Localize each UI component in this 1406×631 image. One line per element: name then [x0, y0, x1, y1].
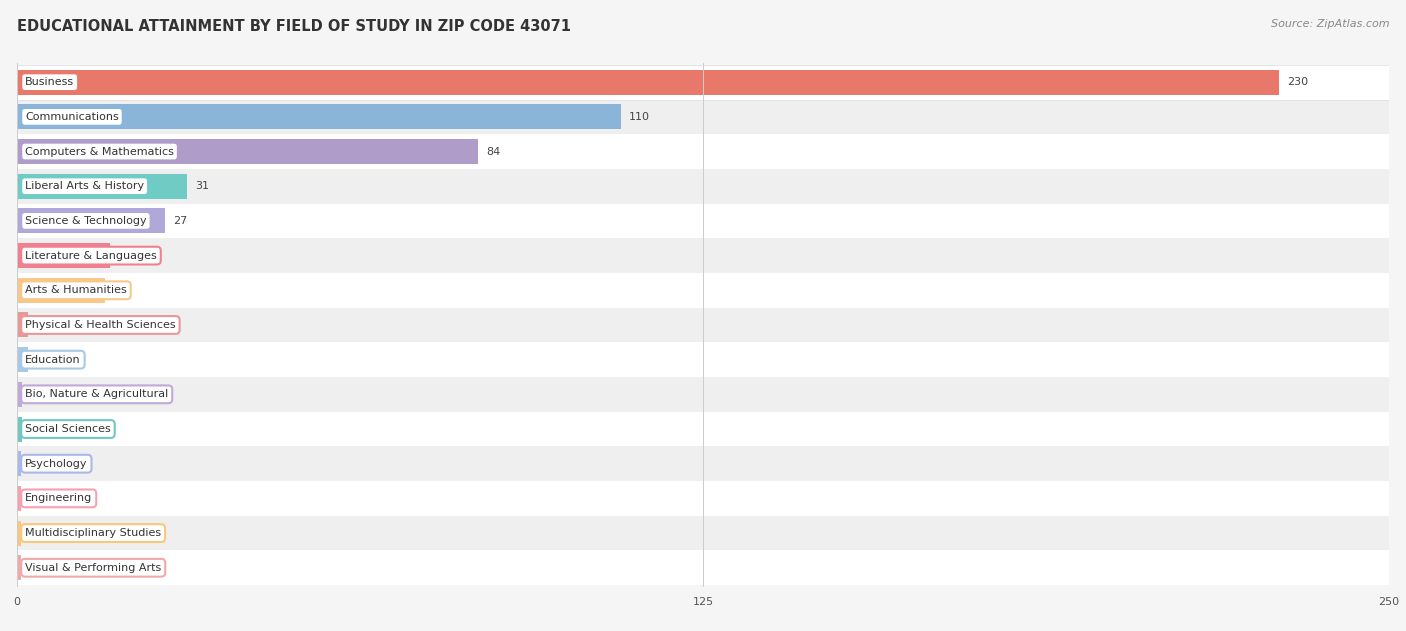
Bar [17, 139, 478, 164]
Bar [17, 208, 165, 233]
Text: 1: 1 [31, 424, 38, 434]
Text: 17: 17 [118, 251, 132, 261]
Text: 0: 0 [30, 493, 37, 504]
Text: Literature & Languages: Literature & Languages [25, 251, 157, 261]
Text: Education: Education [25, 355, 80, 365]
Text: Liberal Arts & History: Liberal Arts & History [25, 181, 145, 191]
Text: Social Sciences: Social Sciences [25, 424, 111, 434]
Bar [17, 382, 22, 407]
FancyBboxPatch shape [0, 204, 1406, 239]
FancyBboxPatch shape [0, 377, 1406, 411]
FancyBboxPatch shape [0, 239, 1406, 273]
Text: Computers & Mathematics: Computers & Mathematics [25, 146, 174, 156]
Text: 0: 0 [30, 459, 37, 469]
Text: Engineering: Engineering [25, 493, 93, 504]
FancyBboxPatch shape [0, 100, 1406, 134]
Text: Science & Technology: Science & Technology [25, 216, 146, 226]
Text: 2: 2 [37, 320, 44, 330]
FancyBboxPatch shape [0, 481, 1406, 516]
FancyBboxPatch shape [0, 550, 1406, 585]
Text: 0: 0 [30, 563, 37, 573]
Text: 31: 31 [195, 181, 209, 191]
Text: Bio, Nature & Agricultural: Bio, Nature & Agricultural [25, 389, 169, 399]
Bar [17, 312, 28, 338]
Text: Visual & Performing Arts: Visual & Performing Arts [25, 563, 162, 573]
Text: 1: 1 [31, 389, 38, 399]
FancyBboxPatch shape [0, 411, 1406, 446]
FancyBboxPatch shape [0, 273, 1406, 308]
Text: Business: Business [25, 77, 75, 87]
FancyBboxPatch shape [0, 446, 1406, 481]
Text: Source: ZipAtlas.com: Source: ZipAtlas.com [1271, 19, 1389, 29]
Text: 16: 16 [112, 285, 127, 295]
Text: Communications: Communications [25, 112, 120, 122]
FancyBboxPatch shape [0, 134, 1406, 169]
Bar [17, 104, 620, 129]
FancyBboxPatch shape [0, 169, 1406, 204]
Text: 110: 110 [628, 112, 650, 122]
Bar [17, 486, 21, 511]
Bar [17, 555, 21, 581]
Bar [17, 521, 21, 546]
FancyBboxPatch shape [0, 516, 1406, 550]
Text: 27: 27 [173, 216, 187, 226]
Text: Arts & Humanities: Arts & Humanities [25, 285, 127, 295]
Bar [17, 347, 28, 372]
Bar [17, 174, 187, 199]
Text: 230: 230 [1288, 77, 1309, 87]
FancyBboxPatch shape [0, 342, 1406, 377]
Bar [17, 69, 1279, 95]
Text: 84: 84 [486, 146, 501, 156]
Text: Psychology: Psychology [25, 459, 87, 469]
FancyBboxPatch shape [0, 308, 1406, 342]
Text: Physical & Health Sciences: Physical & Health Sciences [25, 320, 176, 330]
Bar [17, 278, 104, 303]
Bar [17, 243, 110, 268]
FancyBboxPatch shape [0, 65, 1406, 100]
Text: 0: 0 [30, 528, 37, 538]
Text: Multidisciplinary Studies: Multidisciplinary Studies [25, 528, 162, 538]
Text: 2: 2 [37, 355, 44, 365]
Bar [17, 451, 21, 476]
Bar [17, 416, 22, 442]
Text: EDUCATIONAL ATTAINMENT BY FIELD OF STUDY IN ZIP CODE 43071: EDUCATIONAL ATTAINMENT BY FIELD OF STUDY… [17, 19, 571, 34]
